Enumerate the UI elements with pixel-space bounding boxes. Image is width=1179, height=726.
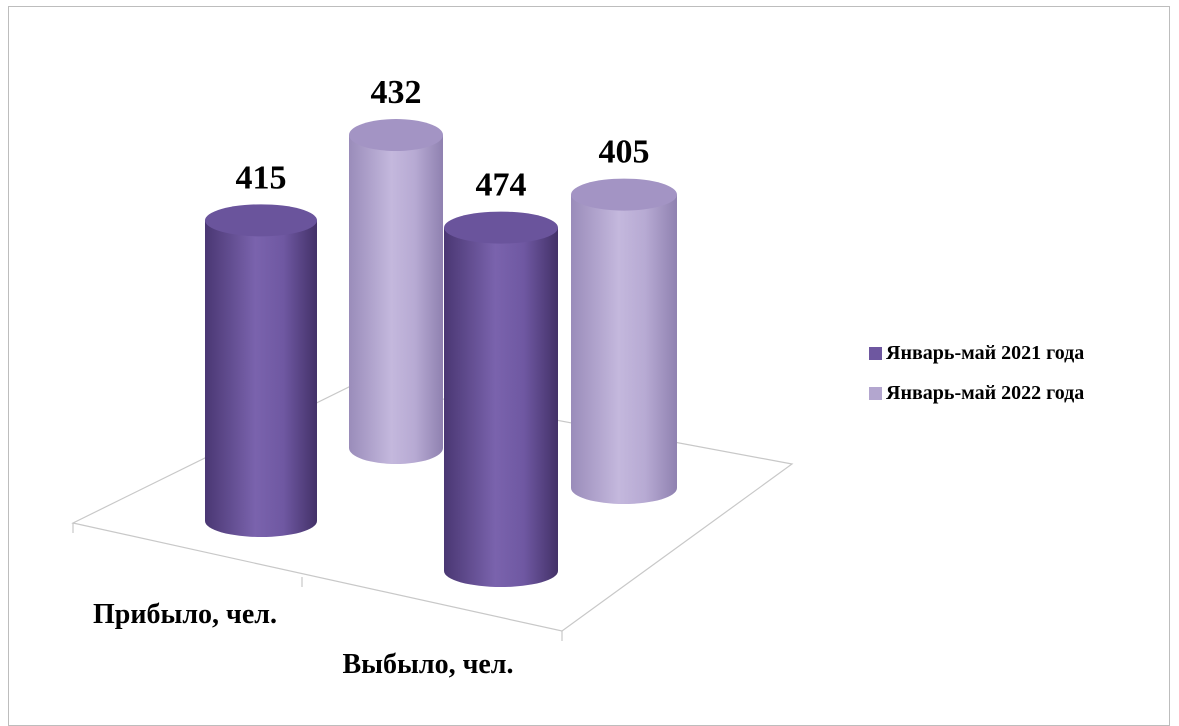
bar-2022-arrived: [349, 119, 443, 465]
data-label: 405: [599, 134, 650, 171]
bar-top: [205, 204, 317, 237]
category-label: Прибыло, чел.: [93, 599, 277, 630]
legend-label-2021: Январь-май 2021 года: [886, 341, 1085, 364]
data-label: 415: [236, 159, 287, 196]
bar-2021-departed: [444, 211, 558, 587]
bar-body: [444, 227, 558, 587]
chart-frame: 432 405 415 474 Прибыло, чел. Выбыло, чел. Ян…: [8, 6, 1170, 726]
legend: Январь-май 2021 года Январь-май 2022 год…: [869, 333, 1084, 413]
bar-top: [444, 211, 558, 244]
legend-item: Январь-май 2022 года: [869, 373, 1084, 413]
chart-plot: 432 405 415 474 Прибыло, чел. Выбыло, чел.: [71, 74, 794, 680]
legend-item: Январь-май 2021 года: [869, 333, 1084, 373]
bar-body: [205, 220, 317, 537]
bar-body: [571, 194, 677, 504]
bar-2021-arrived: [205, 204, 317, 537]
category-label: Выбыло, чел.: [342, 649, 513, 680]
bar-top: [349, 119, 443, 152]
legend-swatch-2021: [869, 346, 882, 360]
chart-bars: [205, 119, 677, 587]
bar-2022-departed: [571, 178, 677, 504]
data-label: 474: [476, 167, 527, 204]
legend-label-2022: Январь-май 2022 года: [886, 381, 1085, 404]
data-label: 432: [371, 74, 422, 111]
bar-body: [349, 135, 443, 465]
bar-top: [571, 178, 677, 211]
chart-labels: 432 405 415 474 Прибыло, чел. Выбыло, чел.: [93, 74, 649, 680]
legend-swatch-2022: [869, 386, 882, 400]
